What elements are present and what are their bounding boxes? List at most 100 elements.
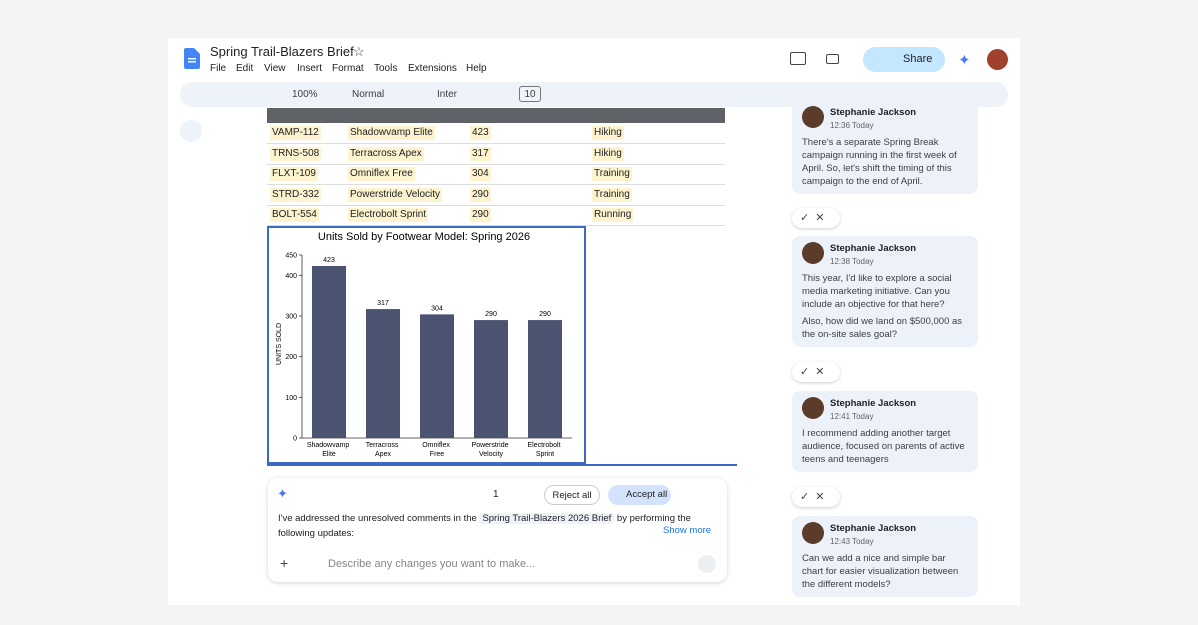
comment-text: There's a separate Spring Break campaign… — [802, 137, 957, 187]
bar — [420, 314, 454, 438]
menu-item[interactable]: File — [210, 63, 227, 74]
message-text: I've addressed the unresolved comments i… — [278, 513, 477, 524]
comment-time: 12:41 Today — [830, 412, 874, 421]
avatar — [802, 242, 824, 264]
avatar — [802, 106, 824, 128]
gemini-spark: ✦ — [277, 486, 288, 501]
comment-text: Can we add a nice and simple bar chart f… — [802, 553, 959, 590]
resolve-actions[interactable]: ✓✕ — [792, 362, 840, 382]
row-border — [267, 163, 725, 165]
menu-item[interactable]: Edit — [236, 63, 254, 74]
share-button[interactable]: Share — [863, 47, 945, 72]
row-border — [267, 225, 725, 227]
selection-line — [267, 464, 737, 466]
message-text: by performing the following updates: — [278, 513, 691, 539]
table-cell: Training — [592, 187, 632, 202]
y-tick-label: 100 — [285, 395, 297, 402]
y-axis-label: UNITS SOLD — [276, 323, 283, 365]
comment-card[interactable]: Stephanie Jackson 12:41 Today I recommend … — [792, 391, 978, 472]
comment-text: I recommend adding another target audien… — [802, 428, 965, 465]
add-button[interactable]: + — [280, 555, 289, 571]
outline-button[interactable] — [180, 120, 202, 142]
table-cell: 290 — [470, 187, 491, 202]
comment-card[interactable]: Stephanie Jackson 12:38 Today This year, I… — [792, 236, 978, 347]
x-tick-label: Omniflex Free — [422, 442, 452, 458]
prompt-input[interactable]: Describe any changes you want to make... — [328, 558, 536, 570]
table-cell: Terracross Apex — [348, 146, 424, 161]
comment-time: 12:36 Today — [830, 121, 874, 130]
menu-item[interactable]: Insert — [297, 63, 323, 74]
table-cell: STRD-332 — [270, 187, 322, 202]
comment-text: This year, I'd like to explore a social … — [802, 273, 952, 310]
style-select[interactable]: Normal — [352, 89, 385, 100]
y-tick-label: 300 — [285, 314, 297, 321]
menu-item[interactable]: View — [264, 63, 286, 74]
table-cell: Hiking — [592, 146, 624, 161]
reject-all-button[interactable]: Reject all — [544, 485, 600, 505]
avatar — [802, 397, 824, 419]
menu-item[interactable]: Tools — [374, 63, 398, 74]
value-label: 290 — [539, 311, 551, 318]
bar — [312, 265, 346, 438]
table-cell: BOLT-554 — [270, 208, 319, 223]
menu-item[interactable]: Extensions — [408, 63, 457, 74]
font-size[interactable]: 10 — [519, 86, 541, 102]
table-header — [267, 108, 725, 123]
table-cell: 304 — [470, 167, 491, 182]
doc-title[interactable]: Spring Trail-Blazers Brief — [210, 44, 354, 59]
comment-card[interactable]: Stephanie Jackson 12:43 Today Can we add a… — [792, 516, 978, 597]
docs-logo — [184, 48, 200, 69]
table-cell: Training — [592, 167, 632, 182]
table-cell: Omniflex Free — [348, 167, 415, 182]
comment-author: Stephanie Jackson — [830, 243, 917, 254]
value-label: 423 — [323, 257, 335, 264]
bar — [474, 320, 508, 438]
assistant-message: I've addressed the unresolved comments i… — [278, 511, 718, 541]
resolve-actions[interactable]: ✓✕ — [792, 208, 840, 228]
value-label: 317 — [377, 300, 389, 307]
chart-title: Units Sold by Footwear Model: Spring 202… — [318, 231, 530, 243]
table-cell: 290 — [470, 208, 491, 223]
comment-author: Stephanie Jackson — [830, 398, 917, 409]
value-label: 304 — [431, 305, 443, 312]
chart: Units Sold by Footwear Model: Spring 202… — [267, 226, 586, 464]
avatar — [802, 522, 824, 544]
meet-icon[interactable] — [826, 54, 839, 64]
doc-chip[interactable]: Spring Trail-Blazers 2026 Brief — [479, 513, 615, 524]
y-tick-label: 200 — [285, 354, 297, 361]
table-cell: VAMP-112 — [270, 126, 321, 140]
star[interactable]: ☆ — [353, 44, 365, 59]
send-button[interactable] — [698, 555, 716, 573]
comment-time: 12:43 Today — [830, 537, 874, 546]
show-more[interactable]: Show more — [663, 525, 712, 536]
comment-time: 12:38 Today — [830, 257, 874, 266]
table-cell: 317 — [470, 146, 491, 161]
resolve-actions[interactable]: ✓✕ — [792, 487, 840, 507]
bar — [528, 320, 562, 438]
table-cell: FLXT-109 — [270, 167, 318, 182]
y-tick-label: 450 — [285, 253, 297, 260]
comment-card[interactable]: Stephanie Jackson 12:36 Today There's a se… — [792, 100, 978, 194]
gemini-icon[interactable]: ✦ — [958, 52, 971, 69]
x-tick-label: Electrobolt Sprint — [527, 442, 562, 458]
menu-item[interactable]: Help — [466, 63, 487, 74]
link-count[interactable]: 1 — [493, 489, 499, 500]
zoom[interactable]: 100% — [292, 89, 318, 100]
accept-all-button[interactable]: Accept all — [608, 485, 671, 505]
comment-author: Stephanie Jackson — [830, 523, 917, 534]
x-tick-label: Terracross Apex — [366, 442, 401, 458]
comment-text: Also, how did we land on $500,000 as the… — [802, 316, 963, 340]
table-cell: Powerstride Velocity — [348, 187, 443, 202]
value-label: 290 — [485, 311, 497, 318]
table-cell: 423 — [470, 126, 491, 140]
account-avatar[interactable] — [987, 49, 1008, 70]
table-cell: Running — [592, 208, 634, 223]
font-select[interactable]: Inter — [437, 89, 458, 100]
row-border — [267, 184, 725, 186]
menu-item[interactable]: Format — [332, 63, 364, 74]
table-cell: Hiking — [592, 126, 624, 140]
bar — [366, 309, 400, 438]
x-tick-label: Powerstride Velocity — [472, 442, 511, 458]
comments-icon[interactable] — [790, 52, 806, 65]
